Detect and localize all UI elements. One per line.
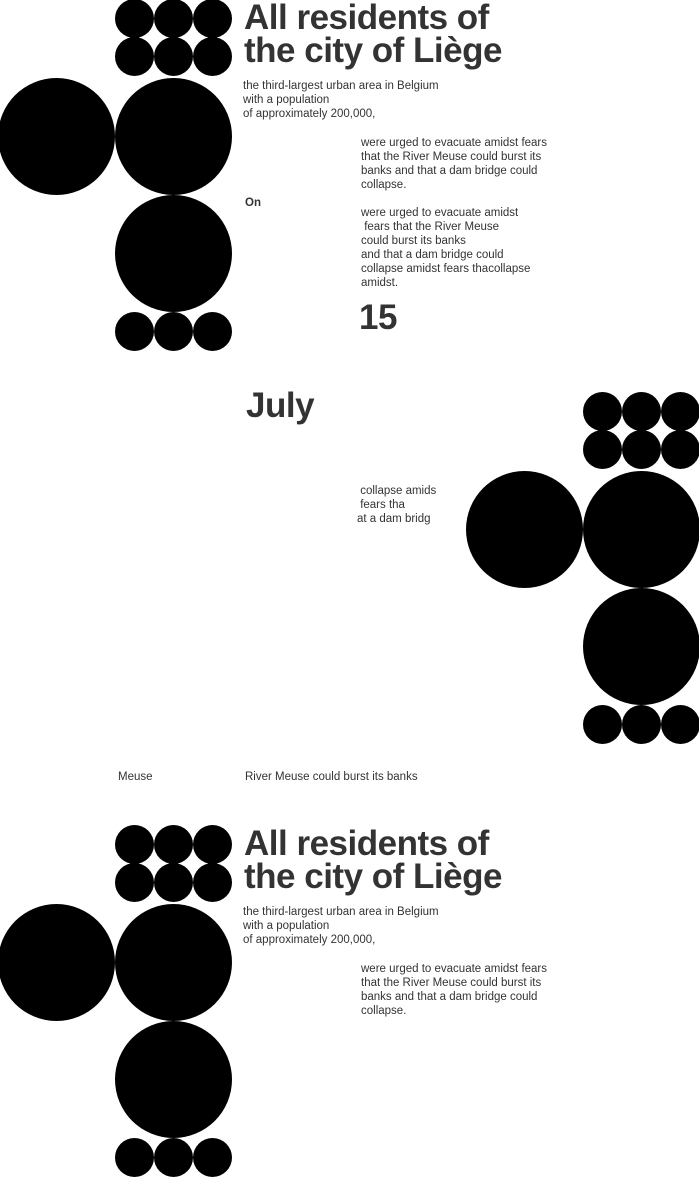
intro-text-repeat: the third-largest urban area in Belgium … [243,905,439,947]
circle-shape [583,705,622,744]
headline-line-2: the city of Liège [244,860,502,893]
circle-shape [154,0,193,38]
circle-shape [115,1138,154,1177]
footer-right-text: River Meuse could burst its banks [245,770,418,784]
headline-line-1: All residents of [244,1,502,34]
circle-shape [154,1138,193,1177]
circle-shape [0,78,115,195]
circle-shape [583,471,699,588]
circle-shape [661,430,699,469]
circle-shape [193,37,232,76]
circle-shape [154,863,193,902]
paragraph-1: were urged to evacuate amidst fears that… [361,136,547,192]
circle-shape [115,0,154,38]
footer-left-text: Meuse [118,770,153,784]
fragment-text: collapse amids fears tha at a dam bridg [357,484,436,526]
circle-shape [115,825,154,864]
headline: All residents of the city of Liège [244,1,502,67]
circle-shape [583,430,622,469]
headline-line-1: All residents of [244,827,502,860]
circle-shape [154,825,193,864]
circle-shape [115,312,154,351]
circle-shape [583,392,622,431]
month-label: July [246,388,314,424]
circle-shape [193,1138,232,1177]
circle-shape [661,705,699,744]
circle-shape [115,1021,232,1138]
circle-shape [622,430,661,469]
paragraph-1-repeat: were urged to evacuate amidst fears that… [361,962,547,1018]
circle-shape [154,312,193,351]
circle-shape [622,392,661,431]
headline-repeat: All residents of the city of Liège [244,827,502,893]
circle-shape [193,825,232,864]
circle-shape [583,588,699,705]
circle-shape [661,392,699,431]
circle-shape [193,312,232,351]
headline-line-2: the city of Liège [244,34,502,67]
circle-shape [466,471,583,588]
circle-shape [115,37,154,76]
paragraph-2: were urged to evacuate amidst fears that… [361,206,530,290]
on-label: On [245,197,261,209]
circle-shape [193,863,232,902]
circle-shape [115,195,232,312]
circle-shape [154,37,193,76]
circle-shape [115,863,154,902]
circle-shape [193,0,232,38]
circle-shape [0,904,115,1021]
circle-shape [115,904,232,1021]
circle-shape [622,705,661,744]
day-number: 15 [359,300,397,336]
circle-shape [115,78,232,195]
intro-text: the third-largest urban area in Belgium … [243,79,439,121]
